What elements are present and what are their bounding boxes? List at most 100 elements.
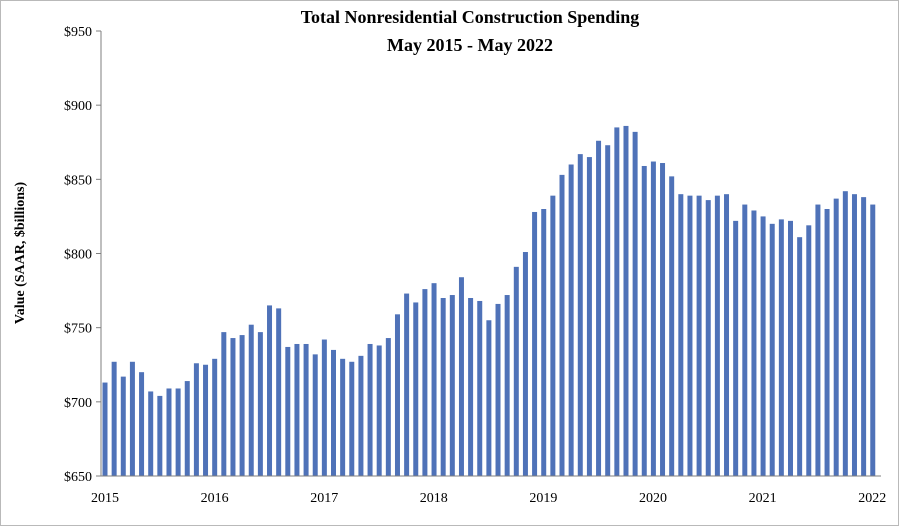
bar <box>742 204 748 477</box>
chart-subtitle: May 2015 - May 2022 <box>387 35 553 55</box>
bar <box>714 195 720 476</box>
bar <box>522 252 528 476</box>
bar <box>321 339 327 476</box>
x-axis: 2015 2016 2017 2018 2019 2020 2021 2022 <box>91 491 886 506</box>
bar <box>788 220 793 476</box>
bar <box>267 305 273 476</box>
bar <box>614 127 620 477</box>
bar <box>285 346 291 476</box>
x-tick-label: 2016 <box>201 491 229 506</box>
bar <box>239 335 245 476</box>
bar <box>733 220 739 476</box>
x-tick-label: 2020 <box>639 491 667 506</box>
bar <box>248 324 254 476</box>
bar <box>851 194 857 477</box>
bar <box>367 343 373 476</box>
bar <box>449 295 455 476</box>
bar <box>568 164 574 476</box>
bar <box>815 204 821 477</box>
bar <box>632 131 638 476</box>
bar <box>559 174 565 476</box>
y-tick-label: $750 <box>64 322 92 337</box>
bar <box>120 376 126 476</box>
bar <box>230 338 236 476</box>
bar <box>605 145 611 476</box>
bar <box>532 211 538 476</box>
bar <box>175 388 181 476</box>
bar <box>422 289 428 476</box>
y-tick-label: $950 <box>64 25 92 40</box>
bar <box>824 209 830 476</box>
bar <box>148 391 154 476</box>
bar <box>404 293 410 476</box>
bar <box>376 345 382 476</box>
bar <box>340 358 346 476</box>
bar <box>294 343 300 476</box>
bar <box>486 320 492 476</box>
bar <box>431 283 437 476</box>
bar <box>139 372 145 476</box>
bar <box>385 338 391 476</box>
bar <box>221 332 227 476</box>
bar <box>842 191 848 476</box>
bar <box>833 198 839 476</box>
bar <box>687 195 693 476</box>
bar <box>760 216 766 477</box>
bar <box>751 210 757 477</box>
bar <box>724 194 730 477</box>
bar <box>586 157 592 476</box>
bar <box>203 364 209 476</box>
bar <box>696 195 702 476</box>
bar <box>861 197 867 476</box>
bar <box>331 349 336 476</box>
bar <box>577 154 583 476</box>
chart-title: Total Nonresidential Construction Spendi… <box>301 7 640 27</box>
bar <box>596 140 602 476</box>
bar <box>468 298 474 476</box>
bar <box>312 354 318 476</box>
bar <box>778 219 784 476</box>
bar <box>349 361 355 476</box>
bar <box>660 163 666 476</box>
y-tick-label: $700 <box>64 396 92 411</box>
bar <box>102 382 108 476</box>
bar <box>504 295 510 476</box>
x-tick-label: 2017 <box>310 491 338 506</box>
bar <box>513 266 519 476</box>
y-tick-label: $900 <box>64 99 92 114</box>
x-tick-label: 2021 <box>749 491 777 506</box>
bar <box>669 176 675 476</box>
bar <box>641 165 647 477</box>
bar <box>678 194 684 477</box>
y-tick-label: $850 <box>64 173 92 188</box>
bar <box>806 225 812 476</box>
bar <box>157 395 163 476</box>
bar <box>212 358 218 476</box>
bar <box>477 300 483 476</box>
bar <box>303 343 309 476</box>
bar <box>193 363 199 476</box>
x-tick-label: 2022 <box>858 491 886 506</box>
bar <box>166 388 172 476</box>
y-tick-label: $800 <box>64 248 92 263</box>
bar <box>705 200 711 476</box>
x-tick-label: 2018 <box>420 491 448 506</box>
bar-series <box>102 125 876 477</box>
bar <box>541 209 547 476</box>
bar <box>650 161 656 476</box>
x-tick-label: 2015 <box>91 491 119 506</box>
bar <box>623 125 629 477</box>
bar <box>458 277 464 476</box>
bar <box>550 195 556 476</box>
bar <box>111 361 117 476</box>
y-axis-title: Value (SAAR, $billions) <box>13 182 28 325</box>
bar <box>495 303 501 476</box>
bar <box>394 314 400 476</box>
bar <box>769 223 775 476</box>
bar <box>358 355 364 476</box>
bar <box>276 308 282 476</box>
bar <box>257 332 263 476</box>
bar <box>797 237 803 476</box>
bar <box>413 302 419 476</box>
